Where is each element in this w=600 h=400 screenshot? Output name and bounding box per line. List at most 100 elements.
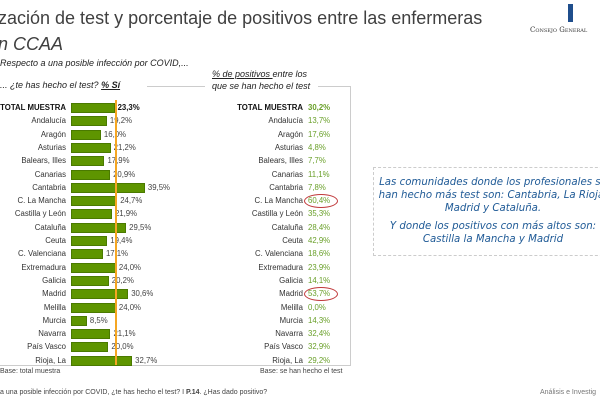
data-label: 39,5%	[147, 182, 170, 192]
data-label: 19,2%	[109, 116, 132, 126]
positive-rate: 4,8%	[308, 142, 326, 152]
footer-page: P.14	[186, 389, 200, 396]
data-label: 20,0%	[111, 342, 134, 352]
bar	[71, 142, 111, 153]
positive-rate: 14,1%	[308, 275, 331, 285]
right-question-text: entre los	[272, 69, 308, 79]
data-label: 32,7%	[135, 355, 158, 365]
positive-rate: 18,6%	[308, 249, 331, 259]
category-label: TOTAL MUESTRA	[0, 103, 66, 112]
category-label: Melilla	[280, 302, 303, 312]
category-label: Balears, Illes	[21, 156, 66, 166]
category-label: Asturias	[274, 142, 303, 152]
category-label: País Vasco	[27, 342, 66, 352]
bar	[71, 116, 107, 127]
category-label: Madrid	[42, 289, 66, 299]
category-label: Ceuta	[282, 236, 303, 245]
highlight-circle	[304, 287, 338, 302]
bar	[71, 103, 115, 113]
data-label: 19,4%	[110, 236, 133, 245]
right-question-line2: que se han hecho el test	[212, 81, 311, 91]
data-label: 24,0%	[118, 262, 141, 272]
data-label: 29,5%	[129, 222, 152, 232]
positive-rate: 32,4%	[308, 329, 331, 339]
category-label: Andalucía	[268, 116, 303, 126]
category-label: Andalucía	[31, 116, 66, 126]
category-label: Murcia	[42, 315, 66, 325]
bar	[71, 169, 111, 180]
bar	[71, 249, 103, 260]
base-left: Base: total muestra	[0, 368, 61, 375]
data-label: 20,9%	[113, 169, 136, 179]
category-label: C. La Mancha	[254, 196, 303, 206]
category-label: Ceuta	[45, 236, 66, 245]
bar	[71, 342, 109, 353]
callout-box: Las comunidades donde los profesionales …	[373, 167, 600, 256]
callout-text-1: Las comunidades donde los profesionales …	[378, 177, 600, 214]
positive-rate: 23,9%	[308, 262, 331, 272]
base-right: Base: se han hecho el test	[260, 368, 343, 375]
category-label: País Vasco	[264, 342, 303, 352]
category-label: Navarra	[38, 329, 66, 339]
right-question-emph: % de positivos	[212, 69, 273, 79]
category-label: Canarias	[34, 169, 66, 179]
category-label: Aragón	[40, 129, 66, 139]
category-label: Madrid	[279, 289, 303, 299]
logo-text: Consejo General	[530, 26, 588, 34]
bar	[71, 355, 133, 366]
left-question-text: ... ¿te has hecho el test?	[0, 80, 102, 90]
positive-rate: 35,3%	[308, 209, 331, 219]
category-label: Cataluña	[271, 222, 303, 232]
positive-rate: 30,2%	[308, 103, 331, 112]
data-label: 8,5%	[89, 315, 108, 325]
category-label: Canarias	[271, 169, 303, 179]
bar	[71, 262, 116, 273]
data-label: 24,0%	[118, 302, 141, 312]
category-label: Castilla y León	[14, 209, 66, 219]
data-label: 17,9%	[107, 156, 130, 166]
footer-note: a una posible infección por COVID, ¿te h…	[0, 389, 267, 396]
highlight-circle	[304, 194, 338, 209]
left-question-emph: % Sí	[101, 80, 121, 90]
logo-mark	[568, 4, 573, 22]
data-label: 21,9%	[114, 209, 138, 219]
right-question: % de positivos entre los	[212, 69, 307, 79]
category-label: C. Valenciana	[18, 249, 66, 259]
category-label: Cantabria	[269, 182, 303, 192]
bar	[71, 182, 145, 193]
footer-rest: . ¿Has dado positivo?	[199, 389, 268, 396]
category-label: C. La Mancha	[17, 196, 66, 206]
positive-rate: 32,9%	[308, 342, 331, 352]
left-question-line2: ... ¿te has hecho el test? % Sí	[0, 80, 120, 90]
data-label: 21,1%	[113, 329, 136, 339]
data-label: 24,7%	[120, 196, 143, 206]
total-reference-line	[114, 100, 117, 365]
data-label: 17,1%	[105, 249, 129, 259]
slide-title: zación de test y porcentaje de positivos…	[0, 8, 483, 28]
divider	[318, 86, 351, 87]
category-label: Navarra	[275, 329, 303, 339]
bar	[71, 222, 127, 233]
footer-text: a una posible infección por COVID, ¿te h…	[0, 389, 186, 396]
positive-rate: 28,4%	[308, 222, 331, 232]
category-label: Balears, Illes	[258, 156, 303, 166]
category-label: Aragón	[277, 129, 303, 139]
category-label: Asturias	[37, 142, 66, 152]
category-label: Murcia	[279, 315, 303, 325]
category-label: C. Valenciana	[255, 249, 303, 259]
bar	[71, 236, 108, 246]
category-label: Rioja, La	[272, 355, 303, 365]
positive-rate: 13,7%	[308, 116, 331, 126]
data-label: 23,3%	[117, 103, 140, 112]
slide-subtitle: n CCAA	[0, 34, 64, 54]
positive-rate: 11,1%	[308, 169, 330, 179]
category-label: Extremadura	[258, 262, 303, 272]
data-label: 20,2%	[111, 275, 134, 285]
logo: Consejo General	[528, 4, 600, 38]
bar	[71, 156, 105, 167]
category-label: TOTAL MUESTRA	[237, 103, 303, 112]
bar	[71, 196, 118, 207]
positive-rate: 0,0%	[308, 302, 326, 312]
category-label: Extremadura	[21, 262, 66, 272]
category-label: Galicia	[279, 275, 303, 285]
